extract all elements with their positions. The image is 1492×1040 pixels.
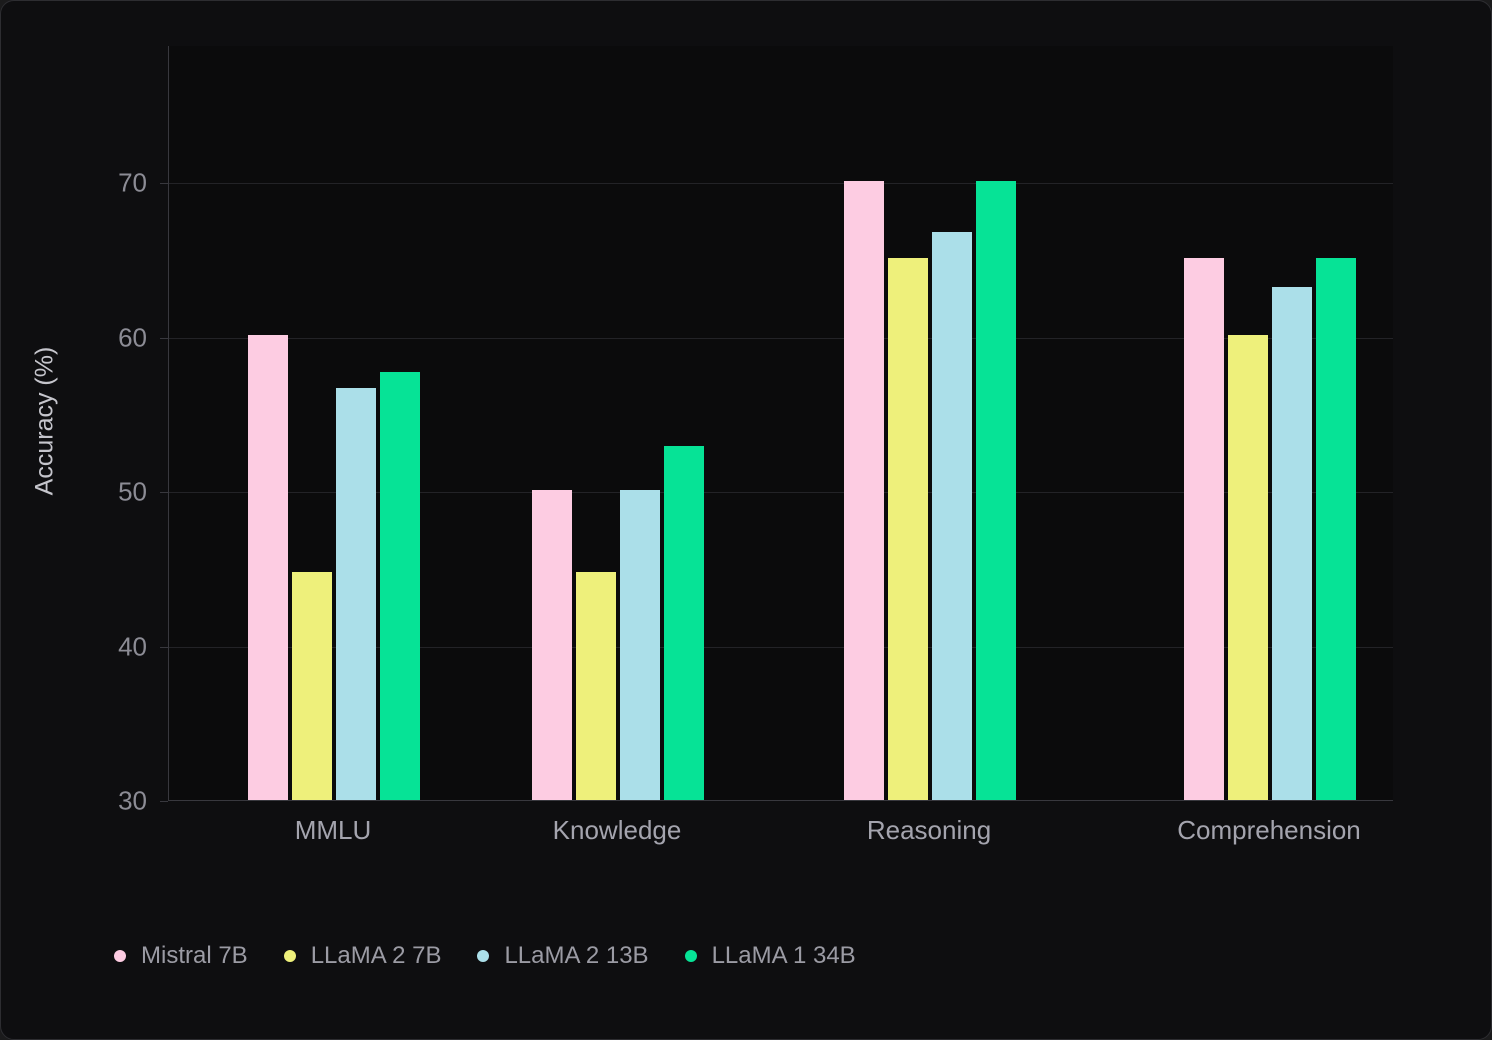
bar-llama-2-7b-comprehension[interactable]	[1228, 335, 1268, 800]
y-tick-label-70: 70	[118, 167, 147, 198]
x-category-label-reasoning: Reasoning	[866, 815, 992, 845]
y-tick-label-30: 30	[118, 785, 147, 816]
bar-llama-2-7b-mmlu[interactable]	[292, 571, 332, 800]
bar-llama-2-13b-reasoning[interactable]	[932, 231, 972, 800]
legend-swatch-icon	[114, 950, 126, 962]
legend-swatch-icon	[477, 950, 490, 962]
gridline-60	[169, 337, 1393, 339]
bar-llama-2-7b-knowledge[interactable]	[576, 571, 616, 800]
legend-item-llama-1-34b[interactable]: LLaMA 1 34B	[684, 942, 856, 970]
legend-label: LLaMA 2 13B	[504, 942, 649, 969]
y-tick-label-60: 60	[118, 322, 147, 353]
bar-llama-1-34b-comprehension[interactable]	[1316, 258, 1356, 800]
legend-label: LLaMA 1 34B	[711, 942, 856, 969]
bar-llama-2-13b-knowledge[interactable]	[620, 489, 660, 800]
x-category-label-comprehension: Comprehension	[1177, 815, 1361, 845]
bar-llama-2-13b-comprehension[interactable]	[1272, 287, 1312, 800]
bar-mistral-7b-comprehension[interactable]	[1184, 258, 1224, 800]
gridline-40	[169, 646, 1393, 648]
y-tick-mark-60	[160, 337, 168, 339]
bar-llama-2-13b-mmlu[interactable]	[336, 387, 376, 800]
gridline-70	[169, 183, 1393, 185]
legend-item-mistral-7b[interactable]: Mistral 7B	[114, 942, 248, 970]
legend-swatch-icon	[684, 950, 697, 962]
legend-swatch-icon	[283, 950, 296, 962]
bar-llama-1-34b-knowledge[interactable]	[664, 446, 704, 800]
x-category-label-mmlu: MMLU	[294, 815, 372, 845]
legend-item-llama-2-7b[interactable]: LLaMA 2 7B	[283, 942, 442, 970]
y-tick-mark-70	[160, 183, 168, 185]
gridline-50	[169, 492, 1393, 494]
y-tick-mark-30	[160, 801, 168, 802]
y-tick-mark-50	[160, 492, 168, 494]
bar-mistral-7b-mmlu[interactable]	[248, 335, 288, 800]
legend-item-llama-2-13b[interactable]: LLaMA 2 13B	[477, 942, 649, 970]
chart-legend: Mistral 7B LLaMA 2 7B LLaMA 2 13B LLaMA 1 3…	[114, 942, 856, 970]
legend-label: Mistral 7B	[141, 942, 248, 969]
y-tick-mark-40	[160, 646, 168, 648]
bar-llama-2-7b-reasoning[interactable]	[888, 258, 928, 800]
y-tick-label-50: 50	[118, 476, 147, 507]
bar-llama-1-34b-mmlu[interactable]	[380, 372, 420, 800]
bar-llama-1-34b-reasoning[interactable]	[976, 180, 1016, 800]
bar-mistral-7b-reasoning[interactable]	[844, 180, 884, 800]
y-tick-label-40: 40	[118, 631, 147, 662]
y-axis-title: Accuracy (%)	[30, 346, 59, 496]
plot-area	[168, 46, 1393, 801]
x-category-label-knowledge: Knowledge	[552, 815, 682, 845]
bar-mistral-7b-knowledge[interactable]	[532, 489, 572, 800]
legend-label: LLaMA 2 7B	[310, 942, 442, 969]
